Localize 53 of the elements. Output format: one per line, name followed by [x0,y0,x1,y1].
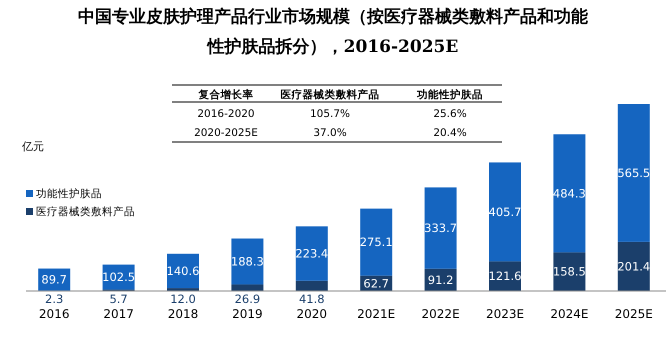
data-label: 405.7 [488,204,522,219]
data-label: 89.7 [41,272,68,287]
legend-label: 功能性护肤品 [36,187,102,200]
data-label: 121.6 [488,269,522,284]
x-tick-label: 2020 [296,307,328,321]
bar [231,238,264,284]
data-label: 223.4 [295,246,328,261]
title: 中国专业皮肤护理产品行业市场规模（按医疗器械类敷料产品和功能性护肤品拆分），2016-2025E [78,7,588,57]
legend-label: 医疗器械类敷料产品 [36,205,135,218]
data-label: 188.3 [230,254,264,268]
data-label: 41.8 [298,292,325,306]
text: 功能性护肤品 [417,89,483,101]
annotation: 25.6% [433,108,467,120]
data-label: 484.3 [552,186,586,200]
x-tick-label: 2016 [38,307,70,321]
data-label: 12.0 [170,292,196,306]
data-label: 333.7 [424,221,458,236]
annotation: 37.0% [313,127,347,139]
x-tick-label: 2023E [486,307,524,321]
data-label: 102.5 [102,270,136,284]
annotation: 105.7% [310,108,350,120]
x-tick-label: 2021E [357,307,396,321]
bar [231,284,264,291]
bar [489,162,521,262]
data-label: 2.3 [45,292,64,306]
x-tick-label: 2017 [103,307,134,321]
bar [296,226,328,281]
data-label: 26.9 [234,292,260,306]
annotation: 2016-2020 [197,108,255,120]
text: 复合增长率 [198,89,254,101]
annotation: 20.4% [433,127,467,139]
bar [553,134,586,252]
data-label: 91.2 [428,272,454,287]
data-label: 62.7 [363,276,390,290]
data-label: 158.5 [552,264,586,279]
x-tick-label: 2018 [168,307,198,321]
bar [424,187,457,269]
x-tick-label: 2022E [422,307,460,321]
bar [360,208,392,276]
bar [296,280,328,291]
data-label: 5.7 [109,292,128,306]
data-label: 201.4 [617,259,650,274]
bar [618,104,650,242]
bar [618,242,650,291]
data-label: 275.1 [360,235,393,250]
y-axis-title: 亿元 [21,140,44,153]
x-tick-label: 2024E [550,307,588,321]
x-tick-label: 2019 [232,307,263,321]
data-label: 140.6 [166,264,200,278]
text: 医疗器械类敷料产品 [280,89,380,101]
data-label: 565.5 [617,166,650,180]
annotation: 2020-2025E [194,127,258,139]
x-tick-label: 2025E [614,307,653,321]
